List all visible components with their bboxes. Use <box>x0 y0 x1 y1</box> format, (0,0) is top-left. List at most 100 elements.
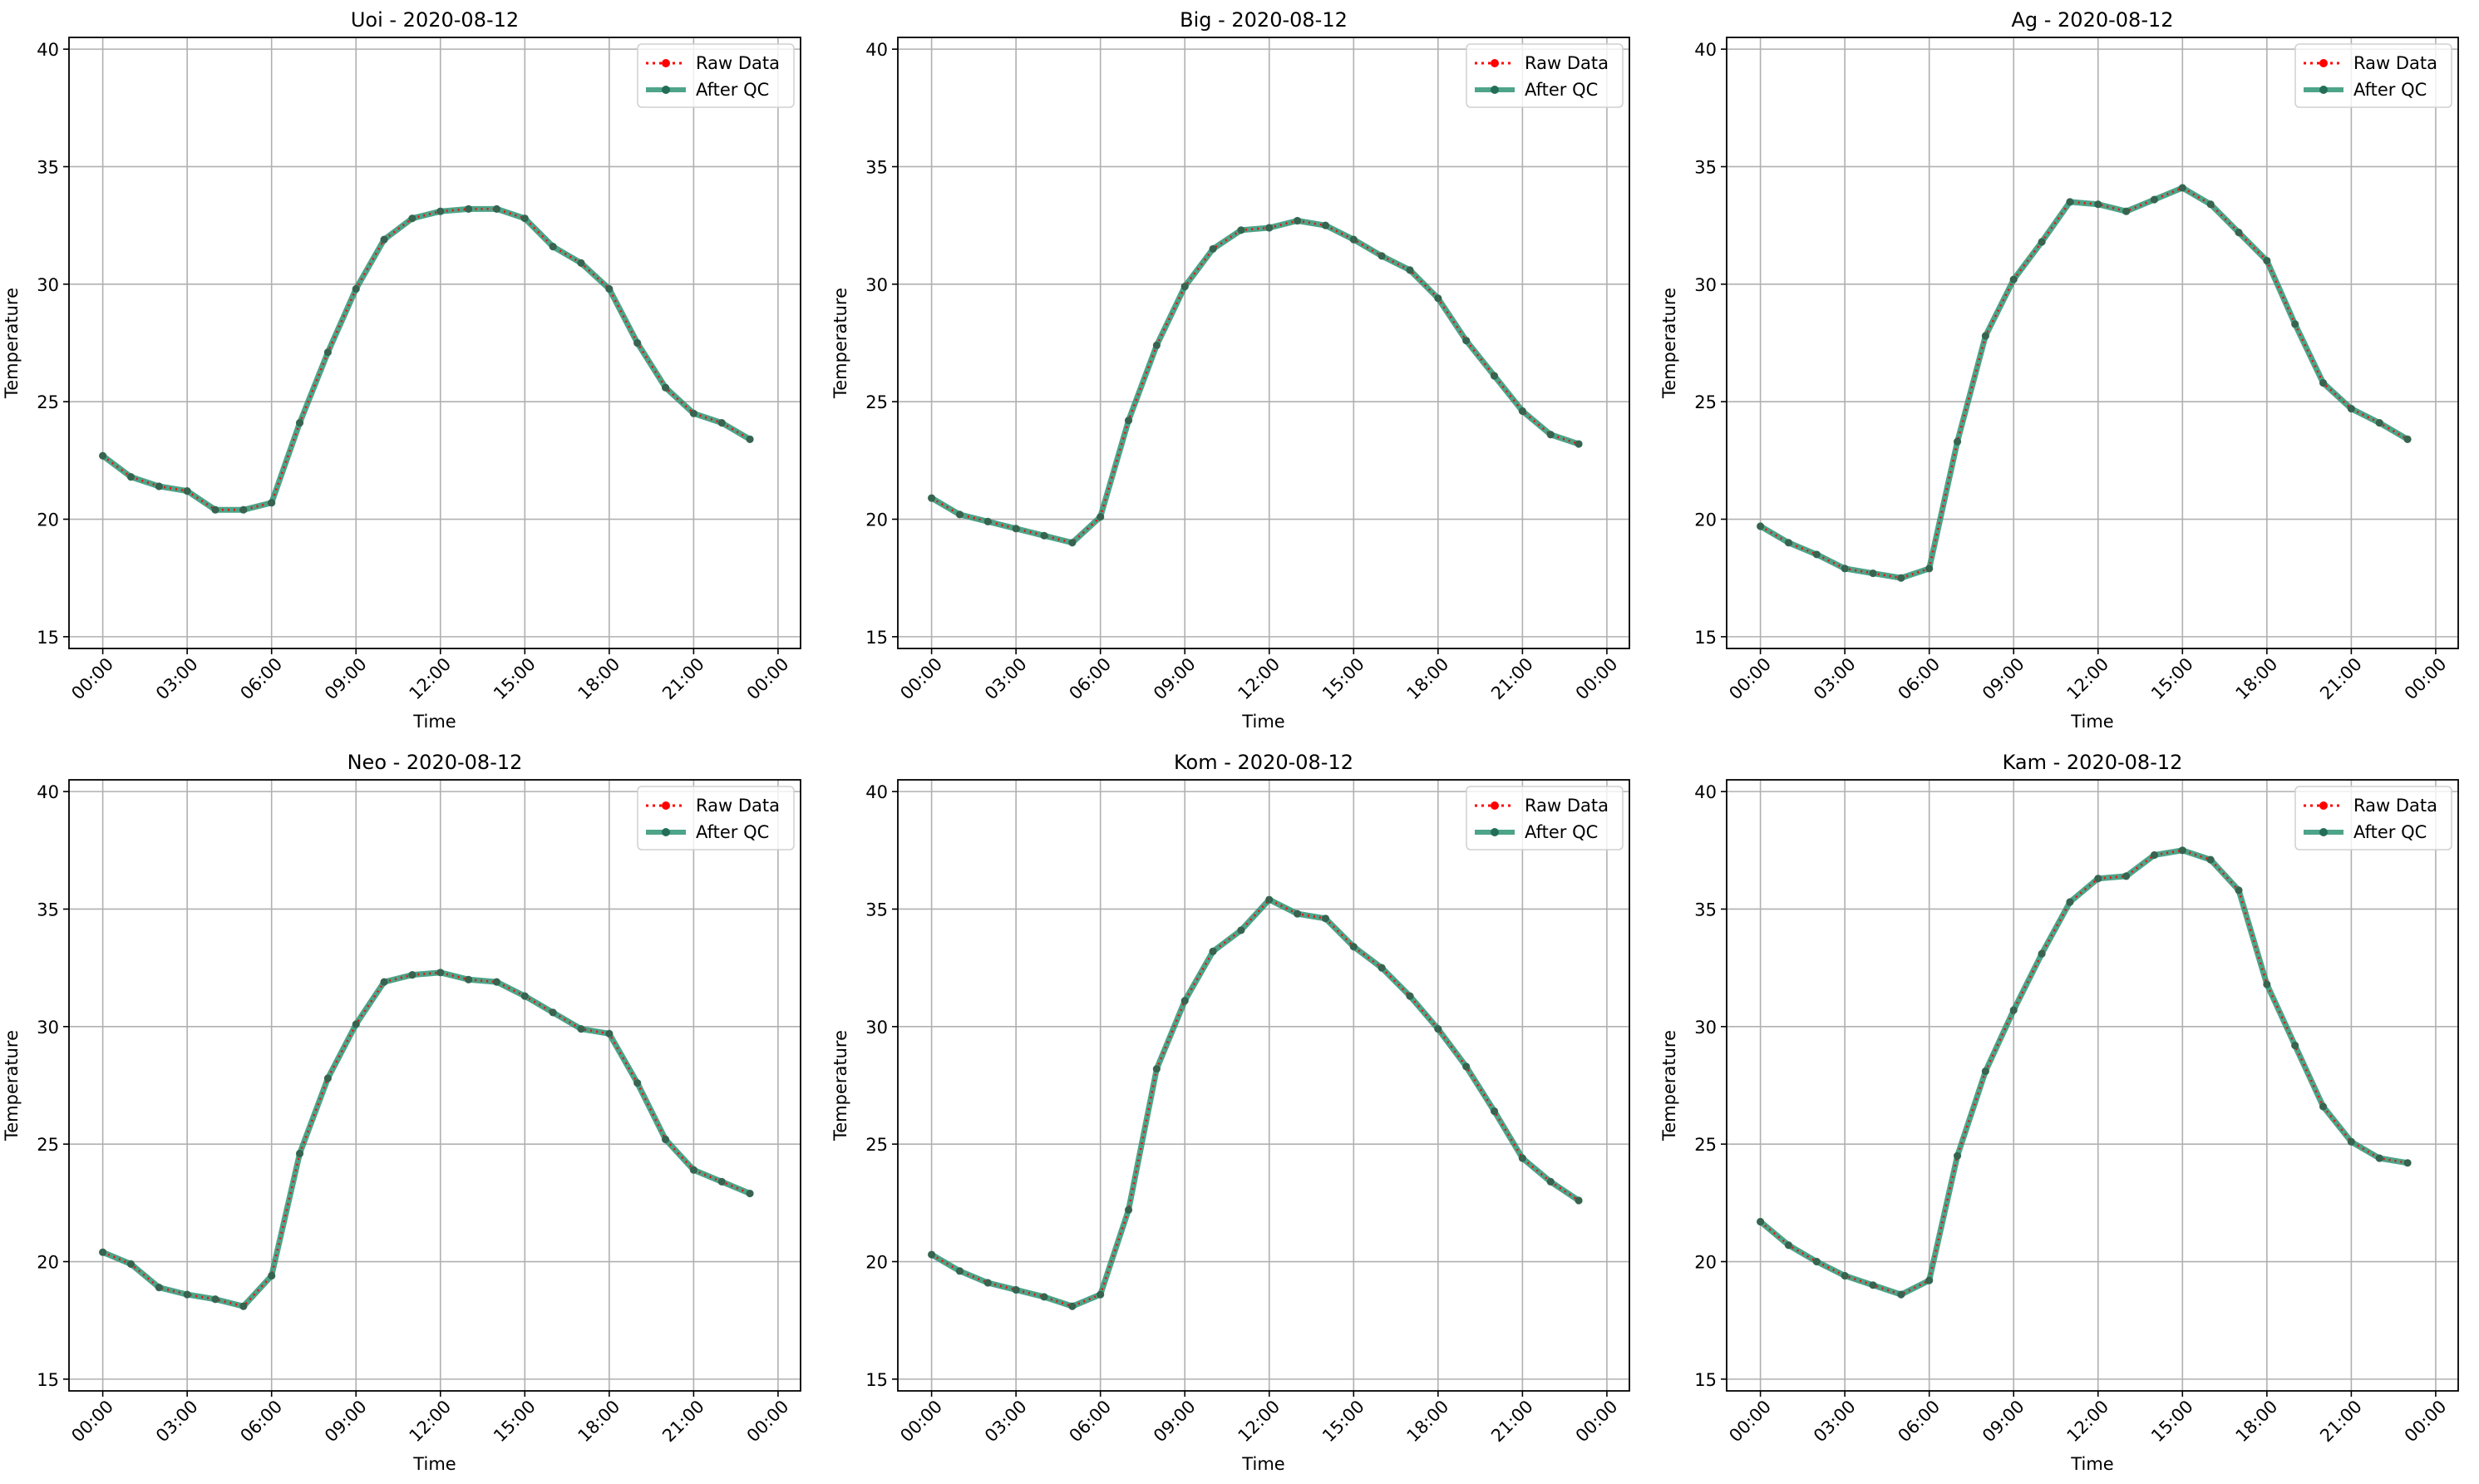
legend-label-raw-data: Raw Data <box>696 53 780 73</box>
data-point-after-qc <box>465 975 473 984</box>
series-line-after-qc <box>929 218 1582 546</box>
x-tick-label: 12:00 <box>1235 654 1284 704</box>
data-point-after-qc <box>492 205 501 213</box>
data-point-after-qc <box>520 214 529 223</box>
data-point-after-qc <box>268 1271 276 1280</box>
y-tick-label: 40 <box>37 782 59 802</box>
data-point-after-qc <box>1377 252 1386 260</box>
data-point-after-qc <box>1462 337 1471 345</box>
y-tick-label: 35 <box>37 157 59 177</box>
y-axis-label: Temperature <box>830 288 850 399</box>
legend-label-after-qc: After QC <box>1525 80 1598 100</box>
data-point-after-qc <box>2263 980 2271 989</box>
legend: Raw Data After QC <box>1466 786 1624 850</box>
data-point-after-qc <box>2038 949 2046 958</box>
data-point-after-qc <box>295 1149 304 1158</box>
data-point-after-qc <box>268 499 276 507</box>
x-tick-label: 00:00 <box>1572 654 1622 704</box>
y-tick-label: 25 <box>865 392 888 412</box>
data-point-after-qc <box>323 1074 332 1082</box>
legend-label-after-qc: After QC <box>2353 80 2427 100</box>
x-tick-label: 15:00 <box>490 654 540 704</box>
x-tick-label: 06:00 <box>1894 654 1944 704</box>
data-point-after-qc <box>717 1177 726 1186</box>
data-point-after-qc <box>2009 275 2018 283</box>
data-point-after-qc <box>1152 1065 1161 1073</box>
data-point-after-qc <box>465 205 473 213</box>
legend-label-after-qc: After QC <box>696 822 769 842</box>
legend: Raw Data After QC <box>637 43 795 108</box>
data-point-after-qc <box>1869 1281 1877 1289</box>
data-point-after-qc <box>126 1260 136 1268</box>
y-axis-label: Temperature <box>2 1030 22 1141</box>
x-tick-label: 00:00 <box>67 1397 117 1447</box>
x-tick-label: 09:00 <box>1979 1397 2028 1447</box>
y-tick-label: 30 <box>865 1018 888 1038</box>
y-axis-label: Temperature <box>1659 1030 1679 1141</box>
x-tick-label: 09:00 <box>1979 654 2028 704</box>
data-point-after-qc <box>1518 407 1526 416</box>
data-point-after-qc <box>2347 405 2355 413</box>
data-point-after-qc <box>1784 539 1793 547</box>
data-point-after-qc <box>928 1250 936 1259</box>
x-tick-label: 00:00 <box>1572 1397 1622 1447</box>
data-point-after-qc <box>2122 207 2131 215</box>
data-point-after-qc <box>2263 256 2271 265</box>
x-tick-label: 18:00 <box>1403 654 1453 704</box>
data-point-after-qc <box>2038 238 2046 246</box>
x-tick-label: 06:00 <box>236 1397 286 1447</box>
legend-marker-raw-data <box>662 59 670 67</box>
data-point-after-qc <box>1349 235 1358 244</box>
data-point-after-qc <box>1040 1293 1048 1301</box>
legend-label-raw-data: Raw Data <box>1525 53 1609 73</box>
legend-marker-after-qc <box>662 86 670 94</box>
legend: Raw Data After QC <box>637 786 795 850</box>
data-point-after-qc <box>2122 872 2131 880</box>
x-axis-label: Time <box>1241 1454 1284 1474</box>
data-point-after-qc <box>211 1295 219 1304</box>
data-point-after-qc <box>1462 1062 1471 1071</box>
data-point-after-qc <box>2319 378 2328 387</box>
chart-panel: Uoi - 2020-08-12 15 20 25 30 35 40 00:00 03:00 06… <box>2 8 801 732</box>
x-tick-label: 18:00 <box>574 1397 624 1447</box>
y-tick-label: 20 <box>37 510 59 530</box>
x-tick-label: 03:00 <box>1810 1397 1860 1447</box>
data-point-after-qc <box>605 1029 614 1038</box>
legend-label-after-qc: After QC <box>696 80 769 100</box>
chart-title: Kom - 2020-08-12 <box>1174 751 1353 774</box>
data-point-after-qc <box>126 473 136 481</box>
data-point-after-qc <box>408 971 416 979</box>
data-point-after-qc <box>1841 1271 1849 1280</box>
legend-marker-after-qc <box>2319 86 2328 94</box>
y-tick-label: 25 <box>37 1135 59 1155</box>
data-point-after-qc <box>1490 1107 1499 1116</box>
data-point-after-qc <box>2375 1154 2383 1162</box>
x-tick-label: 15:00 <box>490 1397 540 1447</box>
data-point-after-qc <box>1349 943 1358 951</box>
x-tick-label: 21:00 <box>658 654 708 704</box>
data-point-after-qc <box>1757 522 1765 530</box>
data-point-after-qc <box>1518 1154 1526 1162</box>
data-point-after-qc <box>1097 513 1105 521</box>
y-tick-label: 30 <box>37 1018 59 1038</box>
y-tick-label: 25 <box>37 392 59 412</box>
legend-marker-after-qc <box>1491 86 1499 94</box>
series-line-raw-data <box>1759 186 2408 579</box>
plot-frame <box>1726 779 2459 1392</box>
y-tick-label: 35 <box>1694 157 1717 177</box>
data-point-after-qc <box>1068 539 1077 547</box>
data-point-after-qc <box>1068 1302 1077 1310</box>
data-point-after-qc <box>689 409 697 417</box>
series-line-after-qc <box>100 205 753 513</box>
x-tick-label: 00:00 <box>1725 654 1775 704</box>
y-tick-label: 30 <box>37 275 59 295</box>
x-tick-label: 21:00 <box>2316 654 2366 704</box>
data-point-after-qc <box>2319 1102 2328 1111</box>
data-point-after-qc <box>1237 226 1245 234</box>
x-tick-label: 00:00 <box>743 1397 793 1447</box>
x-tick-label: 21:00 <box>1487 654 1537 704</box>
y-tick-label: 25 <box>865 1135 888 1155</box>
y-axis-label: Temperature <box>830 1030 850 1141</box>
chart-panel: Big - 2020-08-12 15 20 25 30 35 40 00:00 03:00 06… <box>830 8 1630 732</box>
